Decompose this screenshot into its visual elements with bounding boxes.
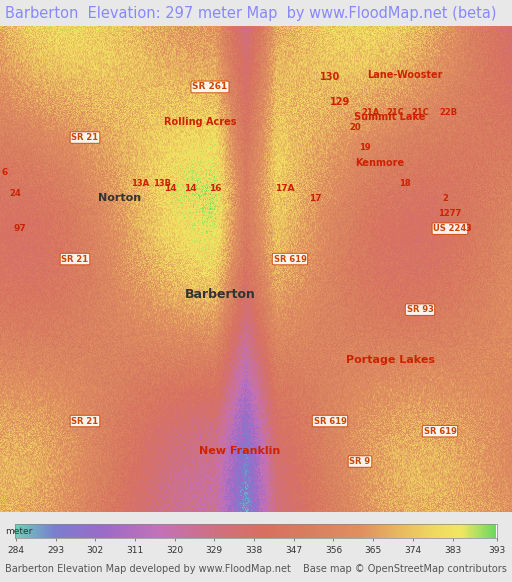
Text: 17A: 17A (275, 184, 295, 193)
Text: 129: 129 (330, 97, 350, 107)
Text: Summit Lake: Summit Lake (354, 112, 425, 122)
Text: SR 261: SR 261 (193, 83, 228, 91)
Text: SR 21: SR 21 (61, 254, 89, 264)
Text: 130: 130 (320, 72, 340, 82)
Text: Base map © OpenStreetMap contributors: Base map © OpenStreetMap contributors (303, 564, 507, 574)
Text: 18: 18 (399, 179, 411, 187)
Text: 97: 97 (14, 224, 27, 233)
Text: 22B: 22B (439, 108, 457, 117)
Text: Barberton Elevation Map developed by www.FloodMap.net: Barberton Elevation Map developed by www… (5, 564, 291, 574)
Text: 21C: 21C (411, 108, 429, 117)
Text: Kenmore: Kenmore (355, 158, 404, 168)
Text: 14: 14 (184, 184, 196, 193)
Text: 21C: 21C (386, 108, 404, 117)
Text: 16: 16 (209, 184, 221, 193)
Text: Rolling Acres: Rolling Acres (164, 118, 236, 127)
Text: 6: 6 (2, 169, 8, 178)
Text: SR 9: SR 9 (349, 457, 371, 466)
Text: 21A: 21A (361, 108, 379, 117)
Text: Portage Lakes: Portage Lakes (346, 355, 435, 365)
Text: SR 21: SR 21 (72, 133, 99, 142)
Text: SR 21: SR 21 (72, 417, 99, 425)
Text: 24: 24 (9, 189, 21, 198)
Text: SR 619: SR 619 (273, 254, 307, 264)
Text: SR 619: SR 619 (423, 427, 456, 436)
Text: 13A: 13A (131, 179, 149, 187)
Text: New Franklin: New Franklin (199, 446, 281, 456)
Text: 1277: 1277 (438, 209, 462, 218)
Text: 3: 3 (465, 224, 471, 233)
Text: SR 93: SR 93 (407, 305, 434, 314)
Text: 14: 14 (164, 184, 176, 193)
Text: meter: meter (5, 527, 32, 537)
Text: 20: 20 (349, 123, 361, 132)
Text: Barberton  Elevation: 297 meter Map  by www.FloodMap.net (beta): Barberton Elevation: 297 meter Map by ww… (5, 6, 497, 20)
Text: 13B: 13B (153, 179, 171, 187)
Text: US 224: US 224 (433, 224, 466, 233)
Text: 19: 19 (359, 143, 371, 152)
Text: 2: 2 (442, 194, 448, 203)
Text: 17: 17 (309, 194, 322, 203)
Text: Barberton: Barberton (184, 288, 255, 301)
Text: Norton: Norton (98, 193, 141, 203)
Text: Lane-Wooster: Lane-Wooster (367, 70, 443, 80)
Text: SR 619: SR 619 (313, 417, 347, 425)
